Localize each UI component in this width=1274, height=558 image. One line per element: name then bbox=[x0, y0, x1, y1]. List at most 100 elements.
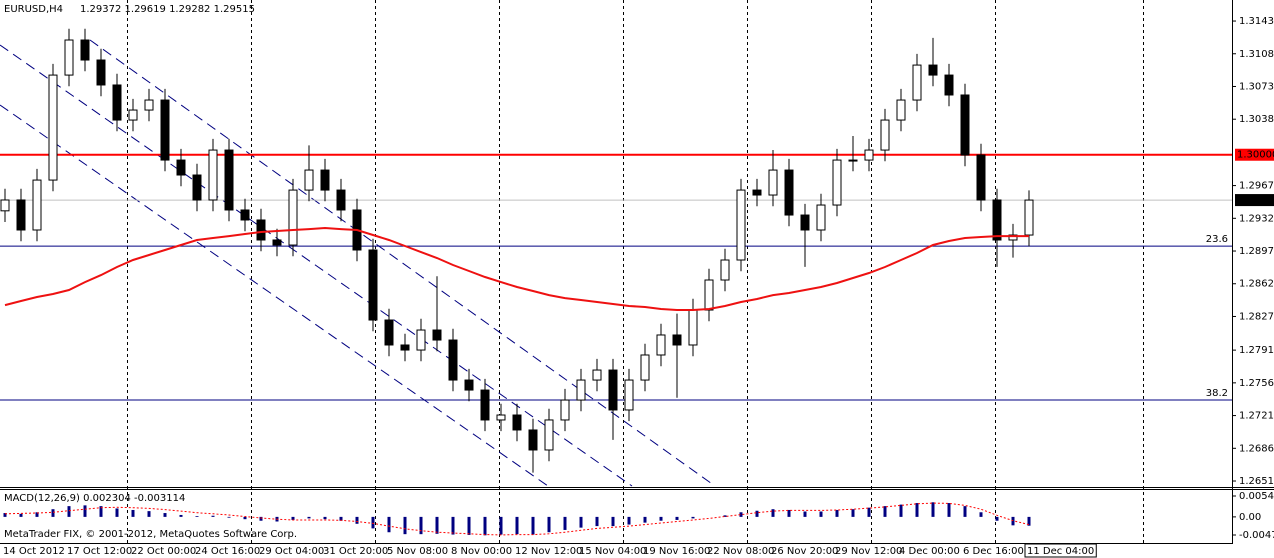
candle-body bbox=[656, 334, 666, 356]
bid-price: 1.29515 bbox=[1237, 195, 1274, 206]
candle-body bbox=[560, 399, 570, 421]
candle-body bbox=[1024, 199, 1034, 236]
x-tick-label: 15 Nov 04:00 bbox=[579, 546, 646, 557]
candle-body bbox=[864, 149, 874, 161]
y-tick-label: 1.31430 bbox=[1239, 16, 1274, 27]
candle-body bbox=[912, 64, 922, 101]
candle-body bbox=[32, 179, 42, 231]
channel bbox=[0, 39, 716, 487]
candle-body bbox=[464, 379, 474, 391]
candle-body bbox=[160, 99, 170, 161]
x-tick-label: 6 Dec 16:00 bbox=[963, 546, 1024, 557]
candle-body bbox=[320, 169, 330, 191]
candle-body bbox=[624, 379, 634, 411]
x-tick-label: 8 Nov 00:00 bbox=[451, 546, 512, 557]
candle-body bbox=[816, 204, 826, 231]
x-tick-label: 22 Oct 00:00 bbox=[131, 546, 196, 557]
candle-body bbox=[128, 109, 138, 121]
candle-body bbox=[736, 189, 746, 261]
x-tick-label: 29 Oct 04:00 bbox=[259, 546, 324, 557]
x-tick-label: 19 Nov 16:00 bbox=[643, 546, 710, 557]
candle-body bbox=[144, 99, 154, 111]
quote: 1.29372 1.29619 1.29282 1.29515 bbox=[80, 4, 255, 15]
candle-body bbox=[368, 249, 378, 321]
level-box bbox=[1235, 148, 1274, 161]
x-tick-label: 29 Nov 12:00 bbox=[835, 546, 902, 557]
candle-body bbox=[896, 99, 906, 121]
candle-body bbox=[496, 414, 506, 421]
fib-label: 23.6 bbox=[1206, 234, 1228, 245]
moving-average bbox=[4, 226, 1029, 311]
candle-body bbox=[768, 169, 778, 196]
candle-body bbox=[672, 334, 682, 346]
x-tick-label: 14 Oct 2012 bbox=[3, 546, 65, 557]
candle-body bbox=[512, 414, 522, 431]
candle-body bbox=[1008, 234, 1018, 241]
candle-body bbox=[528, 429, 538, 451]
candle-body bbox=[272, 239, 282, 246]
candle-body bbox=[240, 209, 250, 221]
candle-body bbox=[0, 199, 10, 212]
y-tick-label: 1.28970 bbox=[1239, 246, 1274, 257]
chart-title: EURUSD,H4 bbox=[4, 4, 63, 15]
candle-body bbox=[944, 74, 954, 96]
candle-body bbox=[256, 219, 266, 241]
level-price: 1.30000 bbox=[1237, 150, 1274, 161]
copyright: MetaTrader FIX, © 2001-2012, MetaQuotes … bbox=[4, 529, 297, 540]
y-tick-label: 1.29670 bbox=[1239, 181, 1274, 192]
y-tick-label: 1.30380 bbox=[1239, 114, 1274, 125]
candle-body bbox=[224, 149, 234, 211]
y-tick-label: 1.31080 bbox=[1239, 49, 1274, 60]
candle-body bbox=[992, 199, 1002, 241]
x-current-box bbox=[1024, 543, 1097, 558]
candle-body bbox=[800, 214, 810, 231]
candle-body bbox=[448, 339, 458, 381]
candle-body bbox=[592, 369, 602, 381]
candle-body bbox=[832, 159, 842, 206]
x-tick-label: 22 Nov 08:00 bbox=[707, 546, 774, 557]
candle-body bbox=[416, 329, 426, 351]
y-tick-label: -0.00472 bbox=[1239, 530, 1274, 541]
candle-body bbox=[688, 309, 698, 346]
candle-body bbox=[96, 59, 106, 86]
candle-body bbox=[288, 189, 298, 246]
candle-body bbox=[304, 169, 314, 191]
candle-body bbox=[704, 279, 714, 311]
candle-body bbox=[960, 94, 970, 156]
candle-body bbox=[432, 329, 442, 341]
y-tick-label: 0.00 bbox=[1239, 512, 1261, 523]
candle-body bbox=[480, 389, 490, 421]
candle-body bbox=[16, 199, 26, 231]
candle-body bbox=[64, 39, 74, 76]
candle-body bbox=[880, 119, 890, 151]
candle-body bbox=[784, 169, 794, 216]
candle-body bbox=[112, 84, 122, 121]
y-tick-label: 1.30730 bbox=[1239, 81, 1274, 92]
candle-body bbox=[976, 154, 986, 201]
y-tick-label: 1.27210 bbox=[1239, 411, 1274, 422]
y-tick-label: 1.27910 bbox=[1239, 345, 1274, 356]
channel-line bbox=[0, 44, 633, 487]
candle-body bbox=[208, 149, 218, 201]
candle-body bbox=[576, 379, 586, 401]
y-tick-label: 0.00544 bbox=[1239, 491, 1274, 502]
candle-body bbox=[640, 354, 650, 381]
x-tick-label: 12 Nov 12:00 bbox=[515, 546, 582, 557]
bid-box bbox=[1235, 194, 1274, 207]
x-tick-label: 17 Oct 12:00 bbox=[67, 546, 132, 557]
candle-body bbox=[80, 39, 90, 61]
candle-body bbox=[48, 74, 58, 181]
x-tick-label: 31 Oct 20:00 bbox=[323, 546, 388, 557]
x-tick-label: 24 Oct 16:00 bbox=[195, 546, 260, 557]
y-tick-label: 1.28270 bbox=[1239, 311, 1274, 322]
y-tick-label: 1.27560 bbox=[1239, 378, 1274, 389]
candle-body bbox=[752, 189, 762, 196]
candle-body bbox=[544, 419, 554, 451]
candle-body bbox=[720, 259, 730, 281]
candle-body bbox=[176, 159, 186, 176]
candle-body bbox=[384, 319, 394, 346]
y-tick-label: 1.26860 bbox=[1239, 443, 1274, 454]
